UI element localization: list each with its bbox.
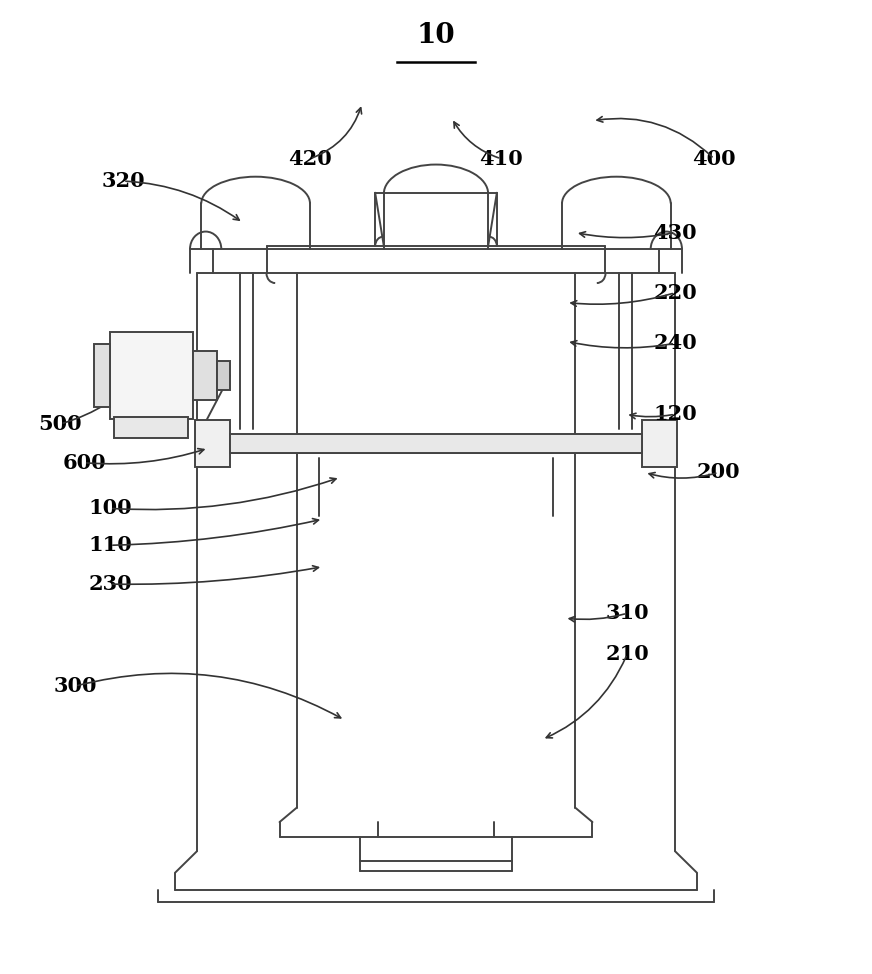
Text: 110: 110 xyxy=(88,536,132,555)
FancyBboxPatch shape xyxy=(195,420,230,467)
Text: 430: 430 xyxy=(653,222,697,243)
Text: 200: 200 xyxy=(697,463,740,482)
Text: 120: 120 xyxy=(653,404,697,424)
FancyBboxPatch shape xyxy=(642,420,677,467)
FancyBboxPatch shape xyxy=(110,331,193,419)
Text: 300: 300 xyxy=(53,676,97,696)
Text: 600: 600 xyxy=(62,453,106,472)
Text: 240: 240 xyxy=(653,333,697,354)
Text: 400: 400 xyxy=(692,149,736,169)
Text: 500: 500 xyxy=(38,414,82,433)
Text: 220: 220 xyxy=(653,282,697,303)
Text: 230: 230 xyxy=(88,574,132,594)
Text: 310: 310 xyxy=(605,603,649,623)
FancyBboxPatch shape xyxy=(230,433,642,453)
Text: 210: 210 xyxy=(605,644,649,664)
FancyBboxPatch shape xyxy=(94,344,110,407)
Text: 410: 410 xyxy=(480,149,523,169)
Text: 10: 10 xyxy=(417,21,455,49)
Text: 320: 320 xyxy=(101,171,145,191)
FancyBboxPatch shape xyxy=(193,351,217,399)
Text: 100: 100 xyxy=(88,499,132,518)
Text: 420: 420 xyxy=(288,149,332,169)
FancyBboxPatch shape xyxy=(114,417,188,438)
FancyBboxPatch shape xyxy=(217,360,230,390)
